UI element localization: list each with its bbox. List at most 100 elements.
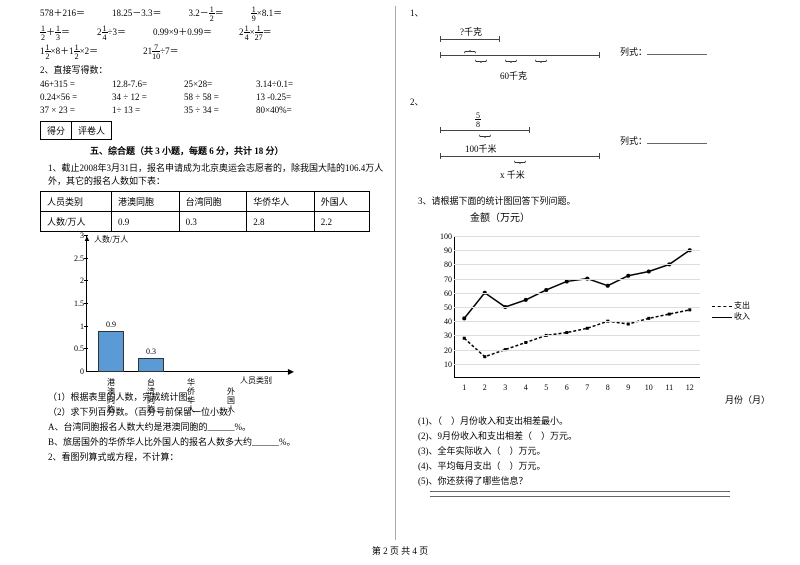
th: 外国人 bbox=[314, 192, 369, 212]
lc-xtick: 6 bbox=[560, 383, 574, 392]
lc-xtick: 2 bbox=[478, 383, 492, 392]
bar-ytick: 2 bbox=[60, 276, 84, 285]
th: 人员类别 bbox=[41, 192, 112, 212]
grid-cell: 0.24×56 = bbox=[40, 92, 112, 102]
line-chart: 支出 收入 月份（月） 1020304050607080901001234567… bbox=[430, 230, 710, 400]
bar-value-label: 0.3 bbox=[138, 347, 164, 356]
page-container: 578＋216＝ 18.25－3.3＝ 3.2－12＝ 19×8.1＝ 12＋1… bbox=[0, 0, 800, 540]
grid-cell: 3.14÷0.1= bbox=[256, 79, 328, 89]
r-sq3: (3)、全年实际收入（ ）万元。 bbox=[418, 444, 750, 457]
grid-cell: 34 ÷ 12 = bbox=[112, 92, 184, 102]
td: 2.2 bbox=[314, 212, 369, 232]
table-data-row: 人数/万人 0.9 0.3 2.8 2.2 bbox=[41, 212, 370, 232]
bar-ytick: 2.5 bbox=[60, 254, 84, 263]
grid-cell: 12.8-7.6= bbox=[112, 79, 184, 89]
r-sq5: (5)、你还获得了哪些信息？ bbox=[418, 474, 750, 487]
diagram-1: ?千克 ︷ ︸︸︸ 60千克 列式： bbox=[420, 25, 710, 85]
td: 0.9 bbox=[112, 212, 180, 232]
lc-ytick: 30 bbox=[430, 331, 452, 340]
bar-ytick: 3 bbox=[60, 231, 84, 240]
grid-cell: 58 ÷ 58 = bbox=[184, 92, 256, 102]
d1-bottom-label: 60千克 bbox=[500, 69, 527, 82]
section-title: 五、综合题（共 3 小题，每题 6 分，共计 18 分） bbox=[90, 144, 385, 157]
q2-bottom: 2、看图列算式或方程，不计算： bbox=[48, 450, 385, 463]
bar-category: 外国人 bbox=[224, 387, 238, 414]
sub-q2a: A、台湾同胞报名人数大约是港澳同胞的______%。 bbox=[48, 420, 385, 433]
lc-xtick: 9 bbox=[621, 383, 635, 392]
answer-line-2 bbox=[430, 496, 730, 497]
math-row-1: 578＋216＝ 18.25－3.3＝ 3.2－12＝ 19×8.1＝ bbox=[40, 6, 385, 22]
data-table: 人员类别 港澳同胞 台湾同胞 华侨华人 外国人 人数/万人 0.9 0.3 2.… bbox=[40, 191, 370, 232]
math-row-3: 112×8＋112×2＝ 21710÷7＝ bbox=[40, 44, 385, 60]
bar bbox=[98, 331, 124, 372]
x-arrow: ▶ bbox=[288, 367, 294, 376]
td: 0.3 bbox=[179, 212, 247, 232]
d2-frac: 58 bbox=[475, 112, 481, 128]
th: 华侨华人 bbox=[247, 192, 315, 212]
d2-mid-label: 100千米 bbox=[465, 142, 497, 155]
d1-full bbox=[440, 55, 600, 56]
lc-ytick: 100 bbox=[430, 232, 452, 241]
x-axis-label: 月份（月） bbox=[725, 393, 770, 406]
grid-cell: 46+315 = bbox=[40, 79, 112, 89]
d1-top-label: ?千克 bbox=[460, 25, 482, 38]
legend-line-icon bbox=[712, 317, 732, 318]
d1-answer: 列式： bbox=[620, 45, 707, 58]
math-grid: 46+315 =12.8-7.6=25×28=3.14÷0.1= 0.24×56… bbox=[40, 79, 385, 115]
q2-title: 2、直接写得数： bbox=[40, 63, 385, 76]
legend: 支出 收入 bbox=[712, 300, 750, 322]
d2-full bbox=[440, 156, 600, 157]
lc-xtick: 3 bbox=[498, 383, 512, 392]
score-label: 得分 bbox=[41, 122, 72, 140]
lc-ytick: 20 bbox=[430, 346, 452, 355]
grid-cell: 25×28= bbox=[184, 79, 256, 89]
math-expressions-block: 578＋216＝ 18.25－3.3＝ 3.2－12＝ 19×8.1＝ 12＋1… bbox=[40, 6, 385, 60]
lc-xtick: 11 bbox=[662, 383, 676, 392]
lc-ytick: 40 bbox=[430, 317, 452, 326]
score-box: 得分 评卷人 bbox=[40, 121, 385, 140]
r-sq2: (2)、9月份收入和支出相差（ ）万元。 bbox=[418, 429, 750, 442]
lc-ytick: 10 bbox=[430, 360, 452, 369]
sub-q2b: B、旅居国外的华侨华人比外国人的报名人数多大约______%。 bbox=[48, 435, 385, 448]
x-axis-label: 人员类别 bbox=[240, 375, 272, 386]
td: 人数/万人 bbox=[41, 212, 112, 232]
table-header-row: 人员类别 港澳同胞 台湾同胞 华侨华人 外国人 bbox=[41, 192, 370, 212]
r-q3: 3、请根据下面的统计图回答下列问题。 bbox=[418, 194, 750, 207]
page-footer: 第 2 页 共 4 页 bbox=[0, 540, 800, 557]
lc-xtick: 12 bbox=[683, 383, 697, 392]
td: 2.8 bbox=[247, 212, 315, 232]
th: 台湾同胞 bbox=[179, 192, 247, 212]
r-q1: 1、 bbox=[410, 6, 750, 19]
bar-value-label: 0.9 bbox=[98, 320, 124, 329]
th: 港澳同胞 bbox=[112, 192, 180, 212]
left-column: 578＋216＝ 18.25－3.3＝ 3.2－12＝ 19×8.1＝ 12＋1… bbox=[40, 6, 395, 540]
bar-ytick: 1 bbox=[60, 322, 84, 331]
grid-cell: 80×40%= bbox=[256, 105, 328, 115]
lc-xtick: 5 bbox=[539, 383, 553, 392]
chart-title: 金额（万元） bbox=[470, 209, 750, 224]
bar-category: 台湾同胞 bbox=[144, 378, 158, 414]
math-row-2: 12＋13＝ 214÷3＝ 0.99×9＋0.99＝ 214×127＝ bbox=[40, 25, 385, 41]
d2-seg bbox=[440, 130, 530, 131]
lc-xtick: 8 bbox=[601, 383, 615, 392]
bar-category: 华侨华人 bbox=[184, 378, 198, 414]
grid-cell: 1÷ 13 = bbox=[112, 105, 184, 115]
bar bbox=[138, 358, 164, 372]
lc-xtick: 10 bbox=[642, 383, 656, 392]
diagram-2: 58 ︸ 100千米 ︸ x 千米 列式： bbox=[420, 114, 710, 184]
sub-q2: （2）求下列百分数。（百分号前保留一位小数） bbox=[48, 405, 385, 418]
legend-income: 收入 bbox=[734, 312, 750, 321]
bar-ytick: 1.5 bbox=[60, 299, 84, 308]
lc-xtick: 4 bbox=[519, 383, 533, 392]
bar-ytick: 0.5 bbox=[60, 344, 84, 353]
legend-dash-icon bbox=[712, 306, 732, 307]
sub-q1: （1）根据表里的人数，完成统计图。 bbox=[48, 390, 385, 403]
d2-bottom-label: x 千米 bbox=[500, 168, 525, 181]
lc-xtick: 1 bbox=[457, 383, 471, 392]
r-sq1: (1)、（ ）月份收入和支出相差最小。 bbox=[418, 414, 750, 427]
legend-expense: 支出 bbox=[734, 301, 750, 310]
lc-ytick: 90 bbox=[430, 246, 452, 255]
right-column: 1、 ?千克 ︷ ︸︸︸ 60千克 列式： 2、 58 ︸ 100千米 ︸ x … bbox=[395, 6, 750, 540]
answer-line-1 bbox=[430, 491, 730, 492]
y-axis-label: 人数/万人 bbox=[94, 234, 128, 245]
